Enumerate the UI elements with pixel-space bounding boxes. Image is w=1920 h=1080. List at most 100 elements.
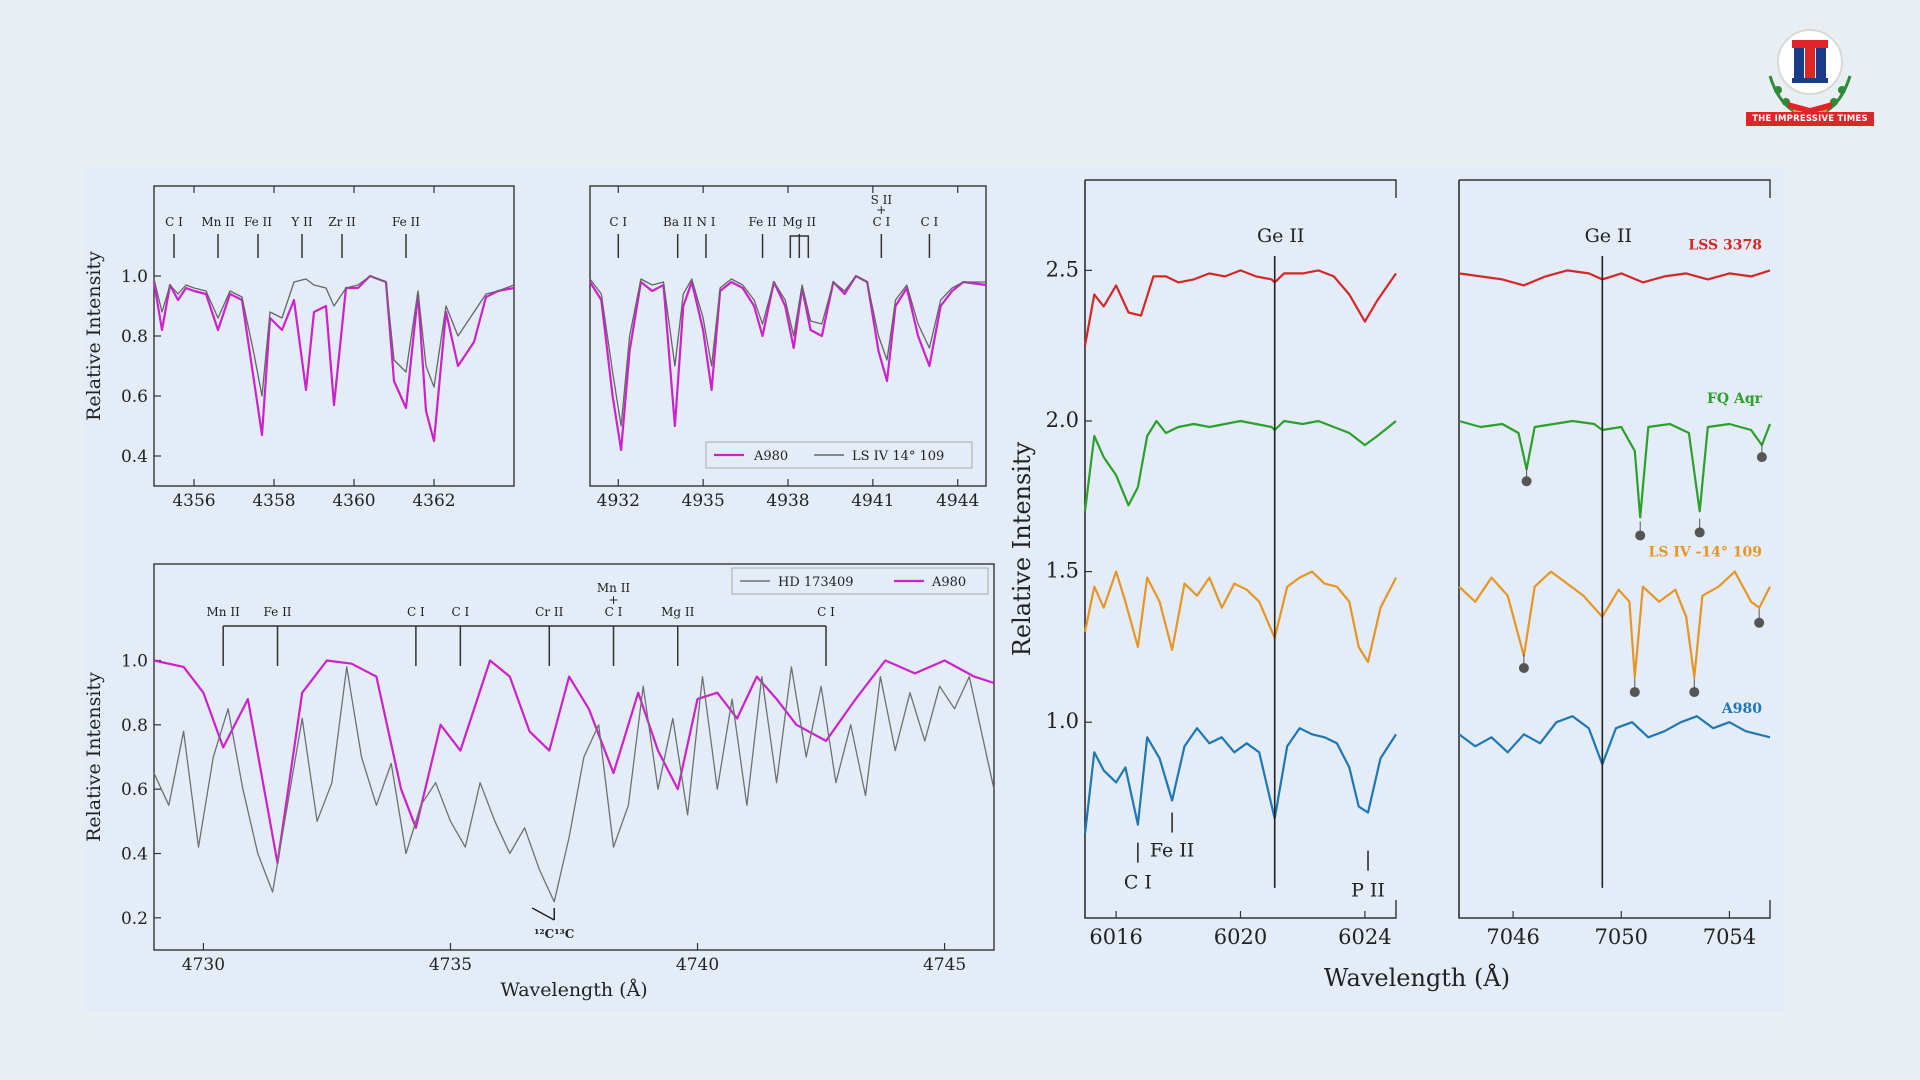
marker-dot bbox=[1689, 687, 1700, 698]
annotation-label: ¹²C¹³C bbox=[534, 927, 574, 941]
series-line-lss-3378 bbox=[1083, 269, 1397, 346]
legend-box bbox=[731, 567, 989, 595]
y-tick-label: 2.5 bbox=[1046, 257, 1079, 281]
chart-bottom-left: 4730 4735 4740 4745 0.2 0.4 0.6 0.8 1.0 Relative … bbox=[83, 563, 995, 1001]
x-tick-label: 4360 bbox=[332, 491, 375, 511]
y-tick-labels: 0.2 0.4 0.6 0.8 1.0 bbox=[121, 652, 161, 929]
series-line-a980 bbox=[589, 274, 987, 452]
x-tick-labels: 6016 6020 6024 bbox=[1089, 911, 1392, 949]
legend-label: A980 bbox=[753, 449, 788, 464]
y-tick-label: 1.0 bbox=[1046, 709, 1079, 733]
marker-dot bbox=[1521, 476, 1532, 487]
line-id-label: Fe II bbox=[749, 215, 777, 229]
x-tick-label: 4362 bbox=[412, 491, 455, 511]
series-line-ls-iv-14-109 bbox=[1083, 570, 1397, 664]
x-tick-label: 6020 bbox=[1214, 925, 1267, 949]
annotation-mark bbox=[531, 907, 555, 921]
star-label: LSS 3378 bbox=[1688, 237, 1762, 253]
line-id-label: C I bbox=[165, 215, 183, 229]
x-tick-labels: 7046 7050 7054 bbox=[1486, 911, 1756, 949]
axes-frame bbox=[1084, 179, 1397, 919]
series-line-a980 bbox=[153, 659, 995, 865]
y-axis-label: Relative Intensity bbox=[1008, 441, 1036, 656]
series-line-ls-iv-14-109 bbox=[589, 275, 986, 427]
x-tick-label: 7054 bbox=[1703, 925, 1756, 949]
y-tick-label: 0.8 bbox=[121, 716, 148, 736]
x-tick-label: 4730 bbox=[182, 955, 225, 975]
x-tick-label: 4358 bbox=[252, 491, 295, 511]
chart-top-left: 4356 4358 4360 4362 0.4 0.6 0.8 1.0 Relative Int… bbox=[83, 185, 515, 511]
x-tick-label: 4944 bbox=[936, 491, 979, 511]
series-line-a980 bbox=[152, 274, 515, 443]
x-tick-label: 4941 bbox=[851, 491, 894, 511]
ge-line-label: Ge II bbox=[1585, 225, 1632, 247]
line-id-label: + bbox=[608, 593, 618, 607]
line-id-label: C I bbox=[1124, 872, 1152, 894]
line-id-label: Mg II bbox=[783, 215, 817, 229]
line-id-label: Fe II bbox=[244, 215, 272, 229]
legend: A980 LS IV 14° 109 bbox=[705, 441, 973, 469]
x-tick-labels: 4356 4358 4360 4362 bbox=[172, 186, 456, 511]
y-tick-label: 0.4 bbox=[121, 447, 148, 467]
series-line-a980 bbox=[1458, 715, 1771, 766]
line-id-label: Ba II bbox=[663, 215, 693, 229]
series-line-a980 bbox=[1083, 727, 1397, 834]
line-id-label: Mn II bbox=[597, 581, 631, 595]
x-tick-label: 6024 bbox=[1338, 925, 1391, 949]
x-tick-label: 4356 bbox=[172, 491, 215, 511]
chart-top-middle: 4932 4935 4938 4941 4944 C I Ba II N I Fe II Mg I… bbox=[589, 185, 987, 511]
legend-label: HD 173409 bbox=[778, 575, 854, 590]
line-id-label: + bbox=[876, 203, 886, 217]
marker-dot bbox=[1694, 527, 1705, 538]
axes-frame bbox=[153, 185, 515, 487]
line-id-label: C I bbox=[605, 605, 623, 619]
x-tick-label: 4932 bbox=[597, 491, 640, 511]
x-tick-label: 7046 bbox=[1486, 925, 1539, 949]
figure-card: 4356 4358 4360 4362 0.4 0.6 0.8 1.0 Relative Int… bbox=[82, 166, 1784, 1012]
star-label: LS IV -14° 109 bbox=[1648, 545, 1762, 561]
line-id-label: Ge II bbox=[1257, 225, 1304, 247]
x-tick-labels: 4932 4935 4938 4941 4944 bbox=[597, 186, 979, 511]
line-id-label: S II bbox=[871, 193, 893, 207]
x-tick-label: 6016 bbox=[1089, 925, 1142, 949]
series-line-fq-aqr bbox=[1083, 419, 1397, 512]
series-line-fq-aqr bbox=[1458, 419, 1772, 519]
x-tick-label: 4745 bbox=[923, 955, 966, 975]
line-id-bracket bbox=[789, 235, 810, 258]
line-id-label: P II bbox=[1351, 880, 1385, 902]
y-tick-label: 1.5 bbox=[1046, 559, 1079, 583]
y-axis-label: Relative Intensity bbox=[83, 672, 105, 842]
line-id-label: C I bbox=[609, 215, 627, 229]
x-axis-label: Wavelength (Å) bbox=[500, 979, 647, 1001]
x-axis-label: Wavelength (Å) bbox=[1324, 963, 1510, 992]
marker-dot bbox=[1518, 662, 1529, 673]
y-tick-label: 1.0 bbox=[121, 652, 148, 672]
line-id-label: Cr II bbox=[535, 605, 563, 619]
marker-dot bbox=[1754, 617, 1765, 628]
line-id-label: Mn II bbox=[201, 215, 235, 229]
y-tick-label: 0.4 bbox=[121, 845, 148, 865]
x-tick-label: 7050 bbox=[1595, 925, 1648, 949]
marker-dot bbox=[1635, 530, 1646, 541]
x-tick-label: 4740 bbox=[676, 955, 719, 975]
line-id-label: C I bbox=[872, 215, 890, 229]
chart-right-right: 7046 7050 7054 Ge II LSS 3378 FQ Aqr LS IV -14… bbox=[1458, 179, 1772, 949]
y-tick-label: 0.6 bbox=[121, 387, 148, 407]
line-identifications: C I Fe II Ge II P II bbox=[1124, 225, 1385, 902]
y-tick-labels: 0.4 0.6 0.8 1.0 bbox=[121, 267, 161, 467]
x-tick-label: 4935 bbox=[682, 491, 725, 511]
marker-dot bbox=[1629, 687, 1640, 698]
star-labels: LSS 3378 FQ Aqr LS IV -14° 109 A980 bbox=[1648, 237, 1762, 717]
line-id-label: C I bbox=[451, 605, 469, 619]
line-id-label: Mn II bbox=[207, 605, 241, 619]
line-id-label: C I bbox=[921, 215, 939, 229]
line-id-label: Fe II bbox=[392, 215, 420, 229]
y-tick-label: 0.6 bbox=[121, 780, 148, 800]
x-tick-label: 4735 bbox=[429, 955, 472, 975]
marker-dot bbox=[1756, 452, 1767, 463]
legend-label: A980 bbox=[931, 575, 966, 590]
logo-emblem-icon bbox=[1768, 29, 1852, 118]
y-tick-label: 0.8 bbox=[121, 327, 148, 347]
